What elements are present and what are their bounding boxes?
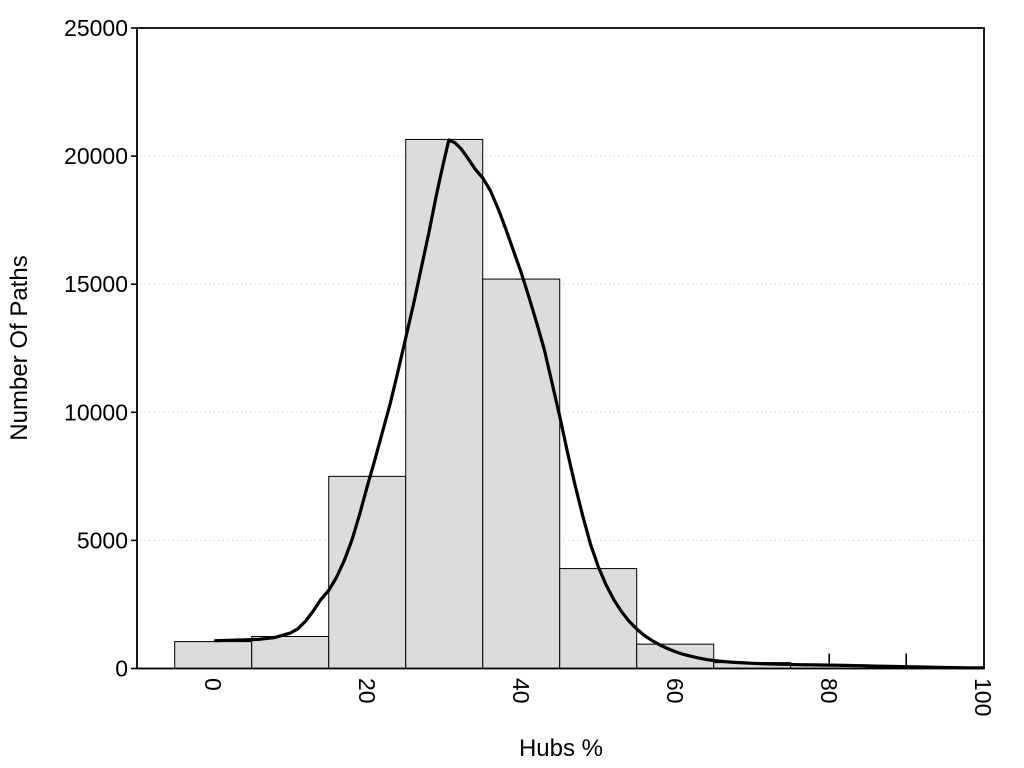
- histogram-bar: [251, 635, 330, 669]
- histogram-bar: [174, 641, 253, 669]
- x-tick-label: 100: [970, 678, 996, 716]
- histogram-bar: [636, 643, 715, 670]
- x-tick-label: 20: [354, 678, 380, 704]
- x-axis-title: Hubs %: [519, 735, 603, 762]
- x-tick-label: 0: [200, 678, 226, 691]
- x-tick-label: 60: [662, 678, 688, 704]
- y-tick-label: 25000: [64, 15, 128, 41]
- histogram-bar: [482, 278, 561, 669]
- y-tick-label: 20000: [64, 143, 128, 169]
- y-tick-label: 0: [115, 656, 128, 682]
- y-tick-label: 5000: [77, 527, 128, 553]
- plot-border: [136, 27, 985, 670]
- histogram-bar: [405, 138, 484, 669]
- x-tick-label: 40: [508, 678, 534, 704]
- x-tick-label: 80: [816, 678, 842, 704]
- density-curve: [213, 138, 985, 670]
- y-tick-label: 15000: [64, 271, 128, 297]
- histogram-bar: [559, 568, 638, 669]
- y-tick-label: 10000: [64, 399, 128, 425]
- y-axis-title: Number Of Paths: [6, 255, 33, 440]
